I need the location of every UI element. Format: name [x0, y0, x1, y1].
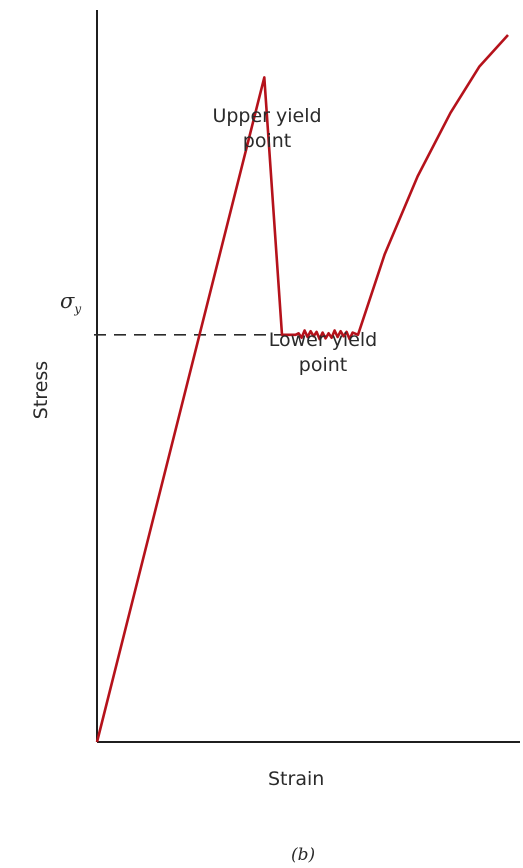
lower-yield-point-label: Lower yield point: [256, 328, 390, 378]
stress-strain-curve: [95, 34, 509, 743]
x-axis-label: Strain: [268, 768, 325, 790]
y-axis-label: Stress: [30, 360, 52, 420]
lower-yield-point-label-line-1: Lower yield: [268, 329, 378, 351]
yield-stress-symbol: σy: [60, 289, 81, 321]
upper-yield-point-label-line-2: point: [242, 130, 292, 152]
upper-yield-point-label-line-1: Upper yield: [212, 105, 322, 127]
yield-stress-symbol-sigma: σ: [60, 289, 75, 313]
lower-yield-point-label-line-2: point: [298, 354, 348, 376]
yield-stress-symbol-subscript: y: [74, 302, 82, 316]
upper-yield-point-label: Upper yield point: [200, 104, 334, 154]
figure-caption: (b): [291, 845, 316, 865]
